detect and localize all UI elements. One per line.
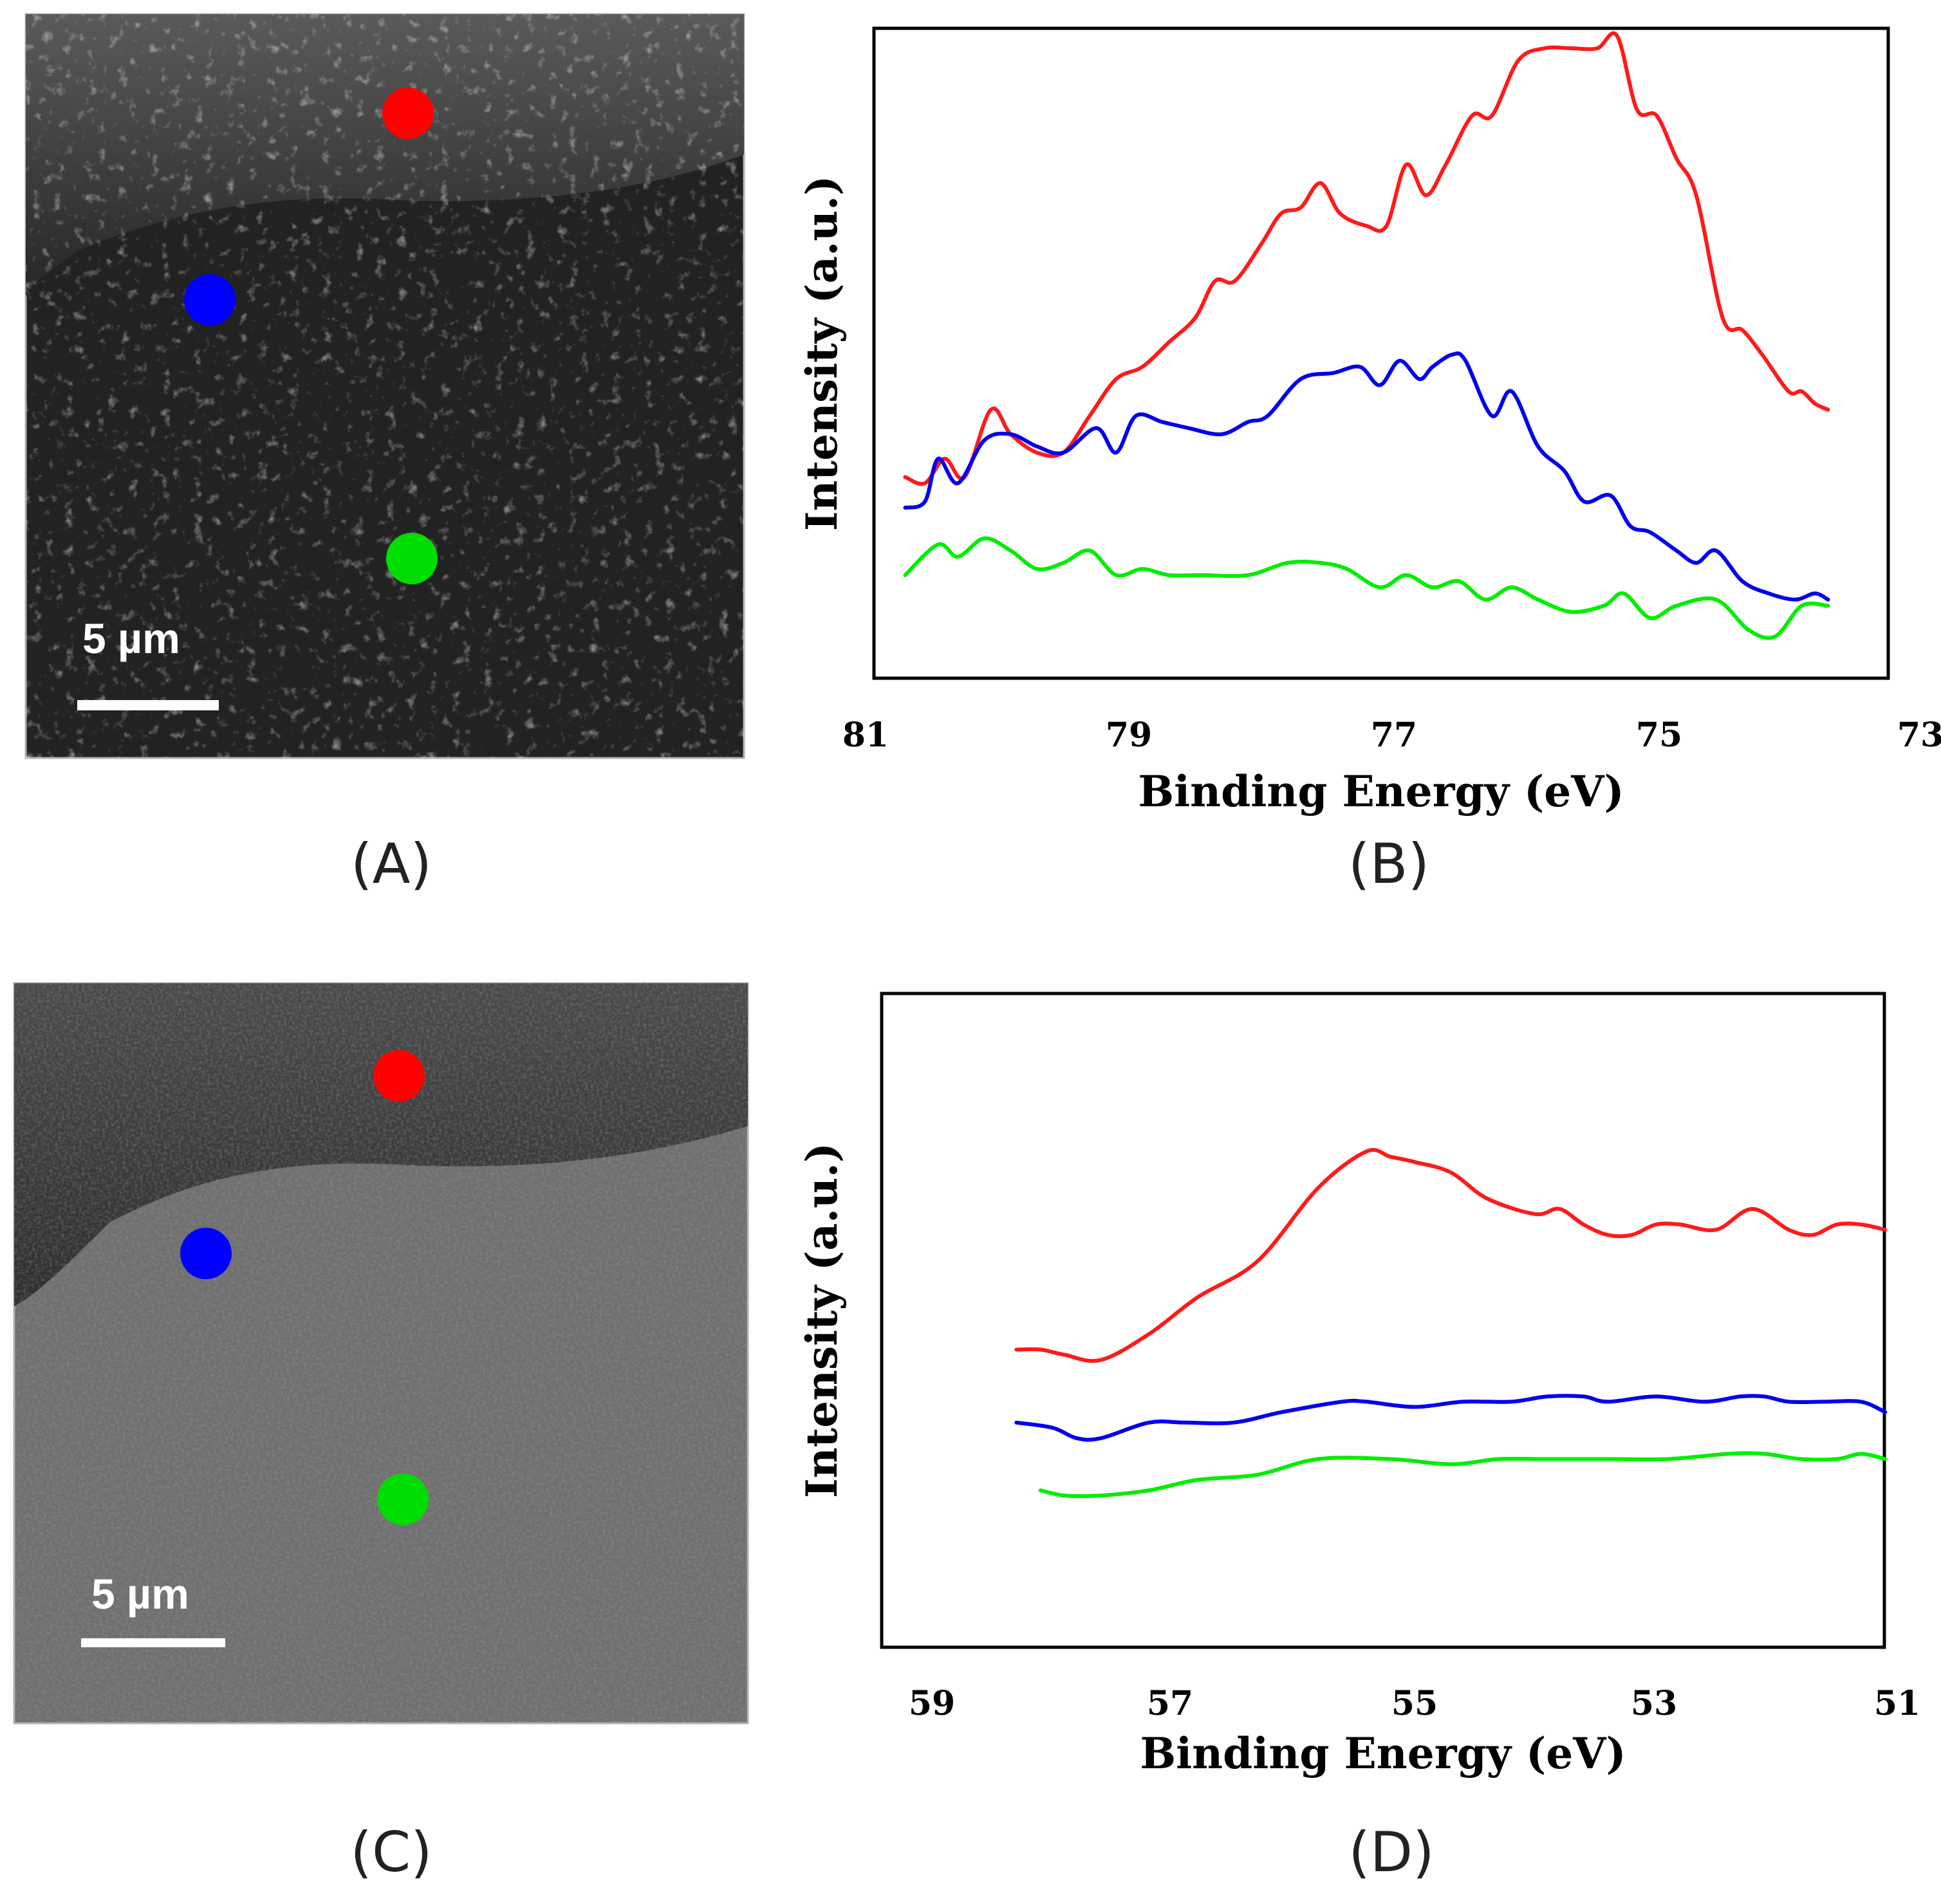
marker-red-c[interactable]: [373, 1050, 425, 1102]
panel-label-a: (A): [351, 832, 432, 896]
panel-a-micrograph: 5 µm: [24, 13, 745, 759]
panel-label-d: (D): [1348, 1820, 1434, 1885]
micrograph-a-texture: [26, 14, 744, 758]
panel-label-b: (B): [1348, 832, 1429, 896]
chart-b: 81 79 77 75 73 Binding Energy (eV) Intensity (…: [797, 26, 1941, 817]
marker-green-a[interactable]: [386, 533, 438, 584]
y-axis-title-d: Intensity (a.u.): [797, 1143, 847, 1499]
micrograph-c-texture: [14, 983, 748, 1723]
plot-frame-b: [872, 26, 1890, 680]
x-tick-label-b: 73: [1897, 716, 1941, 755]
marker-green-c[interactable]: [377, 1474, 429, 1525]
marker-blue-c[interactable]: [180, 1228, 232, 1279]
y-axis-title-b: Intensity (a.u.): [797, 176, 847, 531]
marker-red-a[interactable]: [382, 88, 434, 139]
series-line-blue-b: [903, 351, 1830, 602]
scale-bar-c: [81, 1638, 225, 1647]
scale-bar-label-c: 5 µm: [91, 1570, 189, 1618]
plot-frame-d: [880, 992, 1886, 1649]
x-tick-label-d: 51: [1874, 1684, 1920, 1723]
series-line-green-b: [903, 536, 1830, 640]
panel-label-c: (C): [350, 1820, 432, 1885]
x-tick-label-b: 81: [842, 716, 889, 755]
scale-bar-a: [77, 700, 219, 710]
scale-bar-label-a: 5 µm: [82, 615, 180, 662]
series-line-green-d: [1038, 1451, 1888, 1499]
series-line-red-b: [903, 31, 1830, 486]
panel-c-micrograph: 5 µm: [13, 982, 749, 1724]
x-axis-title-d: Binding Energy (eV): [1140, 1728, 1626, 1779]
x-axis-title-b: Binding Energy (eV): [1138, 766, 1624, 817]
marker-blue-a[interactable]: [184, 274, 236, 326]
series-line-red-d: [1014, 1148, 1888, 1363]
x-tick-label-d: 57: [1147, 1684, 1193, 1723]
series-line-blue-d: [1014, 1394, 1888, 1442]
x-tick-label-b: 75: [1636, 716, 1682, 755]
x-tick-label-d: 53: [1631, 1684, 1677, 1723]
x-tick-label-d: 55: [1391, 1684, 1438, 1723]
chart-d: 59 57 55 53 51 Binding Energy (eV) Intensity (…: [797, 992, 1920, 1779]
x-tick-label-b: 77: [1371, 716, 1417, 755]
x-tick-label-b: 79: [1106, 716, 1152, 755]
x-tick-label-d: 59: [909, 1684, 955, 1723]
